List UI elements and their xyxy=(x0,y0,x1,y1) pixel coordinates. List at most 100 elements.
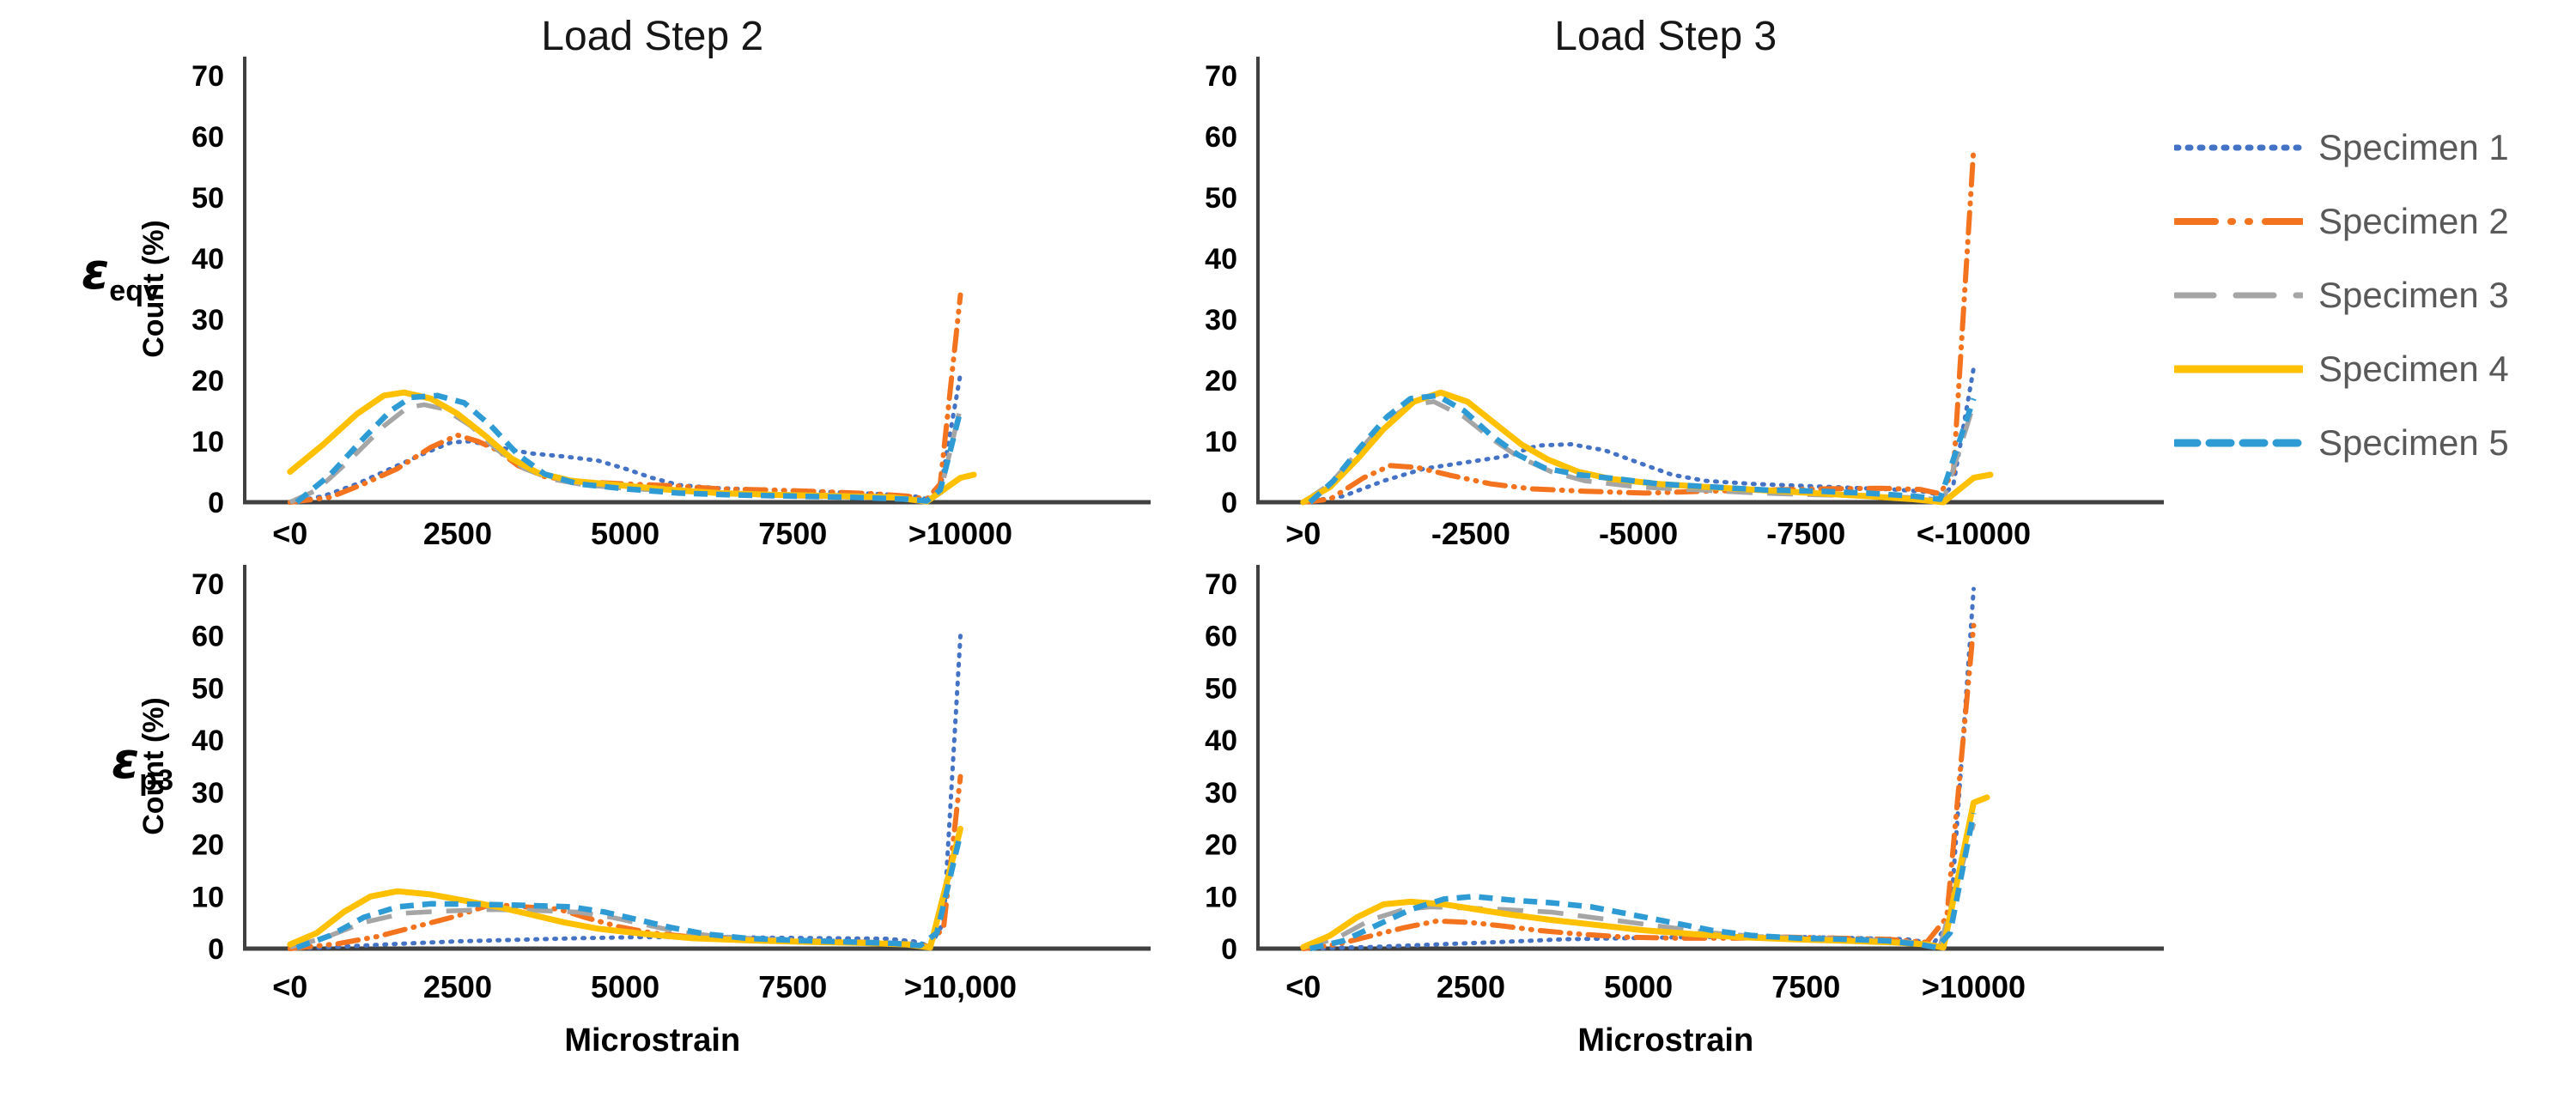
series-line-specimen-4 xyxy=(1300,389,1994,506)
y-tick-label: 10 xyxy=(1205,881,1237,913)
x-tick-label: <0 xyxy=(272,969,307,1004)
chart-load-step-3-eqv: Load Step 3 0 10 20 30 40 50 60 70 >0 -2500 -5000 -7… xyxy=(1125,0,2207,556)
chart-load-step-3-p3: 0 10 20 30 40 50 60 70 <0 2500 5000 7500 >10000 Micro… xyxy=(1125,549,2207,1106)
legend-item-1: Specimen 1 xyxy=(2174,120,2569,175)
y-tick-label: 30 xyxy=(191,777,224,810)
x-axis-title: Microstrain xyxy=(564,1022,740,1058)
series-line-specimen-5 xyxy=(1309,812,1977,952)
x-tick-label: 5000 xyxy=(1604,969,1673,1004)
x-tick-label: >10000 xyxy=(1922,969,2026,1004)
legend-label: Specimen 3 xyxy=(2318,275,2509,315)
series-line-specimen-2 xyxy=(1300,146,1977,505)
chart-load-step-2-p3: 0 10 20 30 40 50 60 70 <0 2500 5000 7500 >10,000 Coun… xyxy=(112,549,1194,1106)
legend-swatch-solid xyxy=(2174,365,2303,373)
y-tick-label: 0 xyxy=(208,487,224,519)
y-tick-label: 50 xyxy=(1205,182,1237,215)
x-tick-label: >0 xyxy=(1285,516,1321,551)
legend-swatch-dash-dot-dot xyxy=(2174,218,2303,225)
series-line-specimen-5 xyxy=(295,833,963,950)
legend-label: Specimen 4 xyxy=(2318,349,2509,389)
y-tick-label: 60 xyxy=(1205,621,1237,653)
legend-item-3: Specimen 3 xyxy=(2174,268,2569,323)
y-tick-label: 0 xyxy=(1221,933,1237,966)
legend: Specimen 1 Specimen 2 Specimen 3 Specimen 4… xyxy=(2174,120,2569,470)
chart-canvas: Load Step 3 0 10 20 30 40 50 60 70 >0 -2500 -5000 -7… xyxy=(1205,14,2164,551)
y-tick-label: 10 xyxy=(1205,426,1237,458)
x-tick-label: 5000 xyxy=(591,516,659,551)
y-tick-label: 50 xyxy=(1205,672,1237,705)
y-tick-label: 30 xyxy=(1205,777,1237,810)
y-tick-label: 40 xyxy=(191,725,224,757)
y-tick-label: 50 xyxy=(191,182,224,215)
y-tick-label: 10 xyxy=(191,426,224,458)
chart-load-step-2-eqv: Load Step 2 0 10 20 30 40 50 60 70 <0 2500 5000 7500… xyxy=(112,0,1194,556)
y-tick-label: 20 xyxy=(191,829,224,862)
series-line-specimen-2 xyxy=(287,292,963,505)
legend-label: Specimen 5 xyxy=(2318,422,2509,463)
y-tick-label: 70 xyxy=(191,60,224,93)
series-line-specimen-5 xyxy=(295,392,963,505)
x-tick-label: 7500 xyxy=(1771,969,1840,1004)
y-tick-label: 70 xyxy=(1205,60,1237,93)
y-tick-label: 0 xyxy=(208,933,224,966)
y-tick-label: 50 xyxy=(191,672,224,705)
series-line-specimen-3 xyxy=(289,830,963,949)
chart-title: Load Step 2 xyxy=(541,14,763,59)
y-tick-label: 30 xyxy=(1205,304,1237,337)
x-tick-label: 7500 xyxy=(758,969,827,1004)
x-tick-label: >10,000 xyxy=(904,969,1017,1004)
x-axis-title: Microstrain xyxy=(1577,1022,1753,1058)
y-tick-label: 40 xyxy=(1205,243,1237,276)
x-tick-label: 2500 xyxy=(423,969,492,1004)
legend-swatch-dotted xyxy=(2174,144,2303,151)
y-tick-label: 10 xyxy=(191,881,224,913)
x-tick-label: -2500 xyxy=(1431,516,1510,551)
x-tick-label: 5000 xyxy=(591,969,659,1004)
legend-swatch-long-dash xyxy=(2174,292,2303,299)
series-line-specimen-1 xyxy=(1301,586,1976,951)
y-tick-label: 70 xyxy=(1205,568,1237,601)
series-line-specimen-4 xyxy=(287,825,963,951)
y-axis-title: Count (%) xyxy=(137,220,170,358)
legend-item-5: Specimen 5 xyxy=(2174,415,2569,470)
legend-swatch-dash xyxy=(2174,439,2303,447)
x-tick-label: 7500 xyxy=(758,516,827,551)
series-line-specimen-1 xyxy=(288,634,963,951)
x-tick-label: 2500 xyxy=(1437,969,1505,1004)
row-label-eqv: εeqv xyxy=(82,242,160,308)
y-tick-label: 20 xyxy=(191,365,224,397)
y-tick-label: 60 xyxy=(1205,121,1237,154)
x-tick-label: <0 xyxy=(1285,969,1321,1004)
epsilon-subscript: eqv xyxy=(109,275,160,307)
x-tick-label: -7500 xyxy=(1766,516,1845,551)
y-tick-label: 40 xyxy=(191,243,224,276)
y-tick-label: 70 xyxy=(191,568,224,601)
legend-item-2: Specimen 2 xyxy=(2174,194,2569,249)
row-label-p3: εp3 xyxy=(112,731,173,798)
x-tick-label: <-10000 xyxy=(1917,516,2031,551)
y-tick-label: 0 xyxy=(1221,487,1237,519)
y-tick-label: 20 xyxy=(1205,365,1237,397)
chart-canvas: Load Step 2 0 10 20 30 40 50 60 70 <0 2500 5000 7500… xyxy=(137,14,1151,551)
epsilon-subscript: p3 xyxy=(139,764,173,797)
y-tick-label: 60 xyxy=(191,121,224,154)
y-tick-label: 20 xyxy=(1205,829,1237,862)
x-tick-label: <0 xyxy=(272,516,307,551)
legend-item-4: Specimen 4 xyxy=(2174,342,2569,397)
x-tick-label: -5000 xyxy=(1599,516,1678,551)
x-tick-label: >10000 xyxy=(908,516,1012,551)
epsilon-symbol: ε xyxy=(112,731,140,790)
y-tick-label: 60 xyxy=(191,621,224,653)
legend-label: Specimen 1 xyxy=(2318,127,2509,167)
chart-title: Load Step 3 xyxy=(1554,14,1777,59)
y-axis-title: Count (%) xyxy=(137,697,170,835)
y-tick-label: 30 xyxy=(191,304,224,337)
legend-label: Specimen 2 xyxy=(2318,201,2509,241)
series-line-specimen-5 xyxy=(1308,392,1977,505)
chart-canvas: 0 10 20 30 40 50 60 70 <0 2500 5000 7500 >10000 Micro… xyxy=(1205,565,2164,1058)
epsilon-symbol: ε xyxy=(82,242,110,300)
series-line-specimen-2 xyxy=(287,773,963,951)
x-tick-label: 2500 xyxy=(423,516,492,551)
series-line-specimen-4 xyxy=(1300,794,1990,951)
y-tick-label: 40 xyxy=(1205,725,1237,757)
